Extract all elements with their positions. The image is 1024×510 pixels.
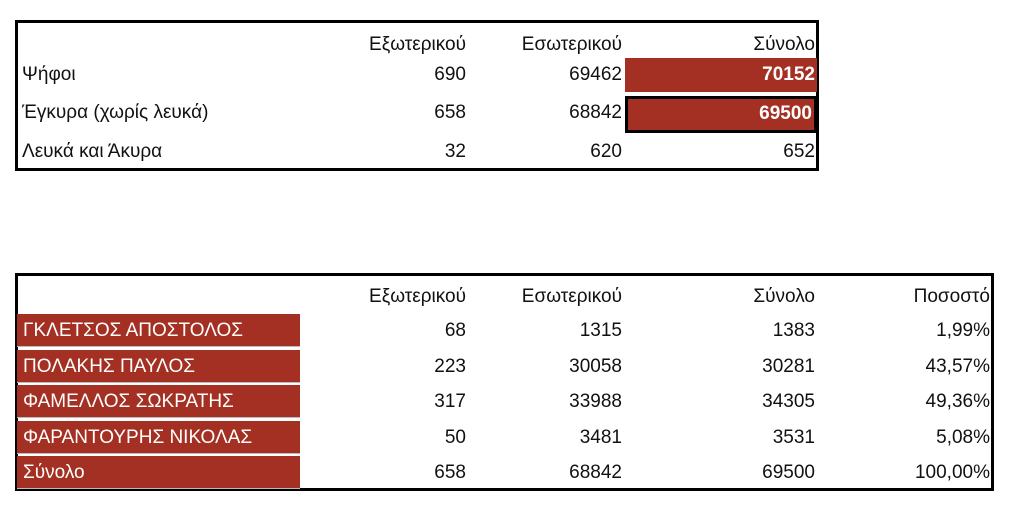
value-cell: 50 (444, 426, 466, 448)
value-cell: 3531 (772, 426, 815, 448)
column-header: Ποσοστό (913, 286, 990, 307)
value-cell: 68842 (569, 462, 622, 483)
candidate-name: ΦΑΜΕΛΛΟΣ ΣΩΚΡΑΤΗΣ (17, 385, 300, 418)
value-cell: 69462 (569, 64, 622, 85)
row-label: Λευκά και Άκυρα (22, 141, 163, 162)
value-cell: 690 (434, 64, 466, 85)
value-cell: 32 (444, 141, 466, 162)
value-cell: 3481 (579, 426, 622, 448)
column-header: Εσωτερικού (521, 34, 622, 55)
value-cell: 1,99% (936, 320, 990, 341)
value-cell: 49,36% (925, 391, 990, 412)
total-cell: 70152 (625, 58, 817, 92)
value-cell: 30281 (762, 355, 815, 377)
candidate-name: Σύνολο (17, 456, 300, 489)
value-cell: 5,08% (936, 426, 990, 448)
value-cell: 223 (434, 355, 466, 377)
value-cell: 100,00% (914, 462, 990, 483)
row-label: Ψήφοι (22, 64, 76, 85)
total-cell: 69500 (625, 96, 817, 133)
column-header: Σύνολο (753, 286, 815, 307)
value-cell: 34305 (762, 391, 815, 412)
value-cell: 43,57% (925, 355, 990, 377)
value-cell: 658 (434, 102, 466, 123)
value-cell: 69500 (762, 462, 815, 483)
candidate-name: ΓΚΛΕΤΣΟΣ ΑΠΟΣΤΟΛΟΣ (17, 314, 300, 347)
value-cell: 658 (434, 462, 466, 483)
row-label: Έγκυρα (χωρίς λευκά) (22, 102, 209, 123)
candidate-name: ΠΟΛΑΚΗΣ ΠΑΥΛΟΣ (17, 349, 300, 383)
value-cell: 1315 (579, 320, 622, 341)
value-cell: 68842 (569, 102, 622, 123)
column-header: Σύνολο (753, 34, 815, 55)
column-header: Εξωτερικού (369, 34, 466, 55)
value-cell: 1383 (772, 320, 815, 341)
value-cell: 30058 (569, 355, 622, 377)
table-1-border (15, 20, 819, 171)
table-2-border (15, 273, 994, 491)
value-cell: 33988 (569, 391, 622, 412)
column-header: Εξωτερικού (369, 286, 466, 307)
value-cell: 620 (590, 141, 622, 162)
column-header: Εσωτερικού (521, 286, 622, 307)
value-cell: 317 (434, 391, 466, 412)
value-cell: 68 (444, 320, 466, 341)
value-cell: 652 (783, 141, 815, 162)
candidate-name: ΦΑΡΑΝΤΟΥΡΗΣ ΝΙΚΟΛΑΣ (17, 420, 300, 454)
